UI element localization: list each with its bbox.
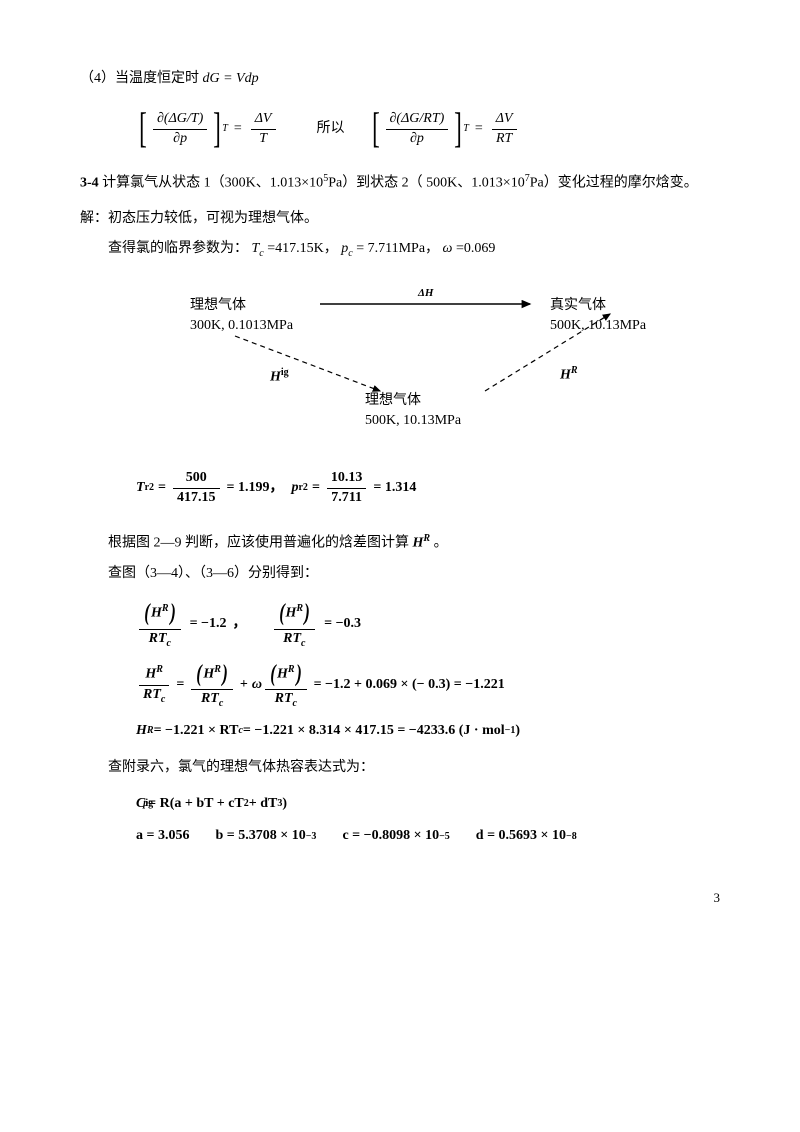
arrow-hr <box>480 306 620 396</box>
val: = 1.199 <box>227 477 270 499</box>
frac-4: ΔV RT <box>492 111 517 148</box>
arrow-top-label: ΔH <box>418 286 433 301</box>
eq-hr-1: ((HHR) RTc = −1.2 ， (HR) RTc = −0.3 <box>136 599 720 650</box>
frac-lhs: HR RTc <box>139 664 169 705</box>
eq-sign: = <box>475 118 483 140</box>
text: 查得氯的临界参数为： <box>108 241 248 256</box>
bracket: ] <box>213 108 221 150</box>
text: Pa）变化过程的摩尔焓变。 <box>530 176 698 191</box>
cp-expr: Cigp = R(a + bT + cT2 + dT3 ) <box>136 793 720 815</box>
num: ∂(ΔG/T) <box>153 111 207 130</box>
val: =0.069 <box>452 241 495 256</box>
val: = 7.711MPa， <box>353 241 439 256</box>
sub-T: T <box>222 121 228 137</box>
den: RT <box>492 130 517 148</box>
page-number: 3 <box>80 888 720 909</box>
val: = 1.314 <box>373 477 416 499</box>
comma: ， <box>269 477 283 499</box>
bracket: ] <box>454 108 462 150</box>
coeffs-line: a = 3.056 b = 5.3708 × 10−3 c = −0.8098 … <box>136 825 720 847</box>
fig34-text: 查图（3—4）、（3—6）分别得到： <box>108 563 720 585</box>
eq-tr-pr: Tr2 = 500 417.15 = 1.199 ， pr2 = 10.13 7… <box>136 470 720 507</box>
val: = −0.3 <box>324 613 361 635</box>
den: ∂p <box>386 130 449 148</box>
frac: (HR) RTc <box>274 599 316 650</box>
problem-label: 3-4 <box>80 176 99 191</box>
critical-params: 查得氯的临界参数为： Tc =417.15K， pc = 7.711MPa， ω… <box>108 238 720 262</box>
solution-line-1: 解：初态压力较低，可视为理想气体。 <box>80 208 720 230</box>
text: Pa）到状态 2（ 500K、1.013×10 <box>328 176 525 191</box>
frac: 10.13 7.711 <box>327 470 367 507</box>
frac: 500 417.15 <box>173 470 220 507</box>
eq-sign: = <box>234 118 242 140</box>
bracket: [ <box>372 108 380 150</box>
node-cond: 500K, 10.13MPa <box>365 411 461 431</box>
num: ∂(ΔG/RT) <box>386 111 449 130</box>
problem-statement: 3-4 计算氯气从状态 1（300K、1.013×105Pa）到状态 2（ 50… <box>80 168 720 199</box>
val: =417.15K， <box>264 241 338 256</box>
sub: r2 <box>298 480 307 496</box>
arrow-hig <box>230 331 390 401</box>
node-label: 理想气体 <box>190 296 293 316</box>
eq-hr-3: HR = −1.221 × RTc = −1.221 × 8.314 × 417… <box>136 720 720 742</box>
eq: = <box>312 477 320 499</box>
num: ΔV <box>251 111 276 130</box>
fig29-text: 根据图 2—9 判断，应该使用普遍化的焓差图计算 HR 。 <box>108 531 720 555</box>
node-ideal-1: 理想气体 300K, 0.1013MPa <box>190 296 293 335</box>
den: ∂p <box>153 130 207 148</box>
pr: p <box>291 477 298 499</box>
Tr: T <box>136 477 145 499</box>
den: T <box>251 130 276 148</box>
eq-hr-2: HR RTc = (HR) RTc + ω (HR) RTc = −1.2 + … <box>136 660 720 711</box>
eq-hr-block: ((HHR) RTc = −1.2 ， (HR) RTc = −0.3 HR R… <box>136 599 720 743</box>
bracket: [ <box>139 108 147 150</box>
num: ΔV <box>492 111 517 130</box>
sub-T: T <box>463 121 469 137</box>
frac-2: ΔV T <box>251 111 276 148</box>
text: （4）当温度恒定时 <box>80 71 199 86</box>
thermodynamic-path-diagram: 理想气体 300K, 0.1013MPa 真实气体 500K, 10.13MPa… <box>140 286 700 446</box>
frac-3: ∂(ΔG/RT) ∂p <box>386 111 449 148</box>
hig-label: Hig <box>270 366 289 387</box>
omega: ω <box>443 241 453 256</box>
eq-cp: Cigp = R(a + bT + cT2 + dT3 ) a = 3.056 … <box>136 793 720 848</box>
frac: (HR) RTc <box>191 660 233 711</box>
section-4-line: （4）当温度恒定时 dG = Vdp <box>80 68 720 90</box>
eq-partial-row: [ ∂(ΔG/T) ∂p ] T = ΔV T 所以 [ ∂(ΔG/RT) ∂p… <box>136 108 720 150</box>
frac-1: ∂(ΔG/T) ∂p <box>153 111 207 148</box>
text: 计算氯气从状态 1（300K、1.013×10 <box>102 176 323 191</box>
eq-dG: dG = Vdp <box>203 71 259 86</box>
frac: ((HHR) RTc <box>139 599 181 650</box>
eq: = <box>158 477 166 499</box>
hr-label: HR <box>560 364 578 385</box>
val: = −1.2 <box>190 613 227 635</box>
appendix-text: 查附录六，氯气的理想气体热容表达式为： <box>108 757 720 779</box>
so-text: 所以 <box>317 118 345 140</box>
frac: (HR) RTc <box>265 660 307 711</box>
sub: r2 <box>145 480 154 496</box>
